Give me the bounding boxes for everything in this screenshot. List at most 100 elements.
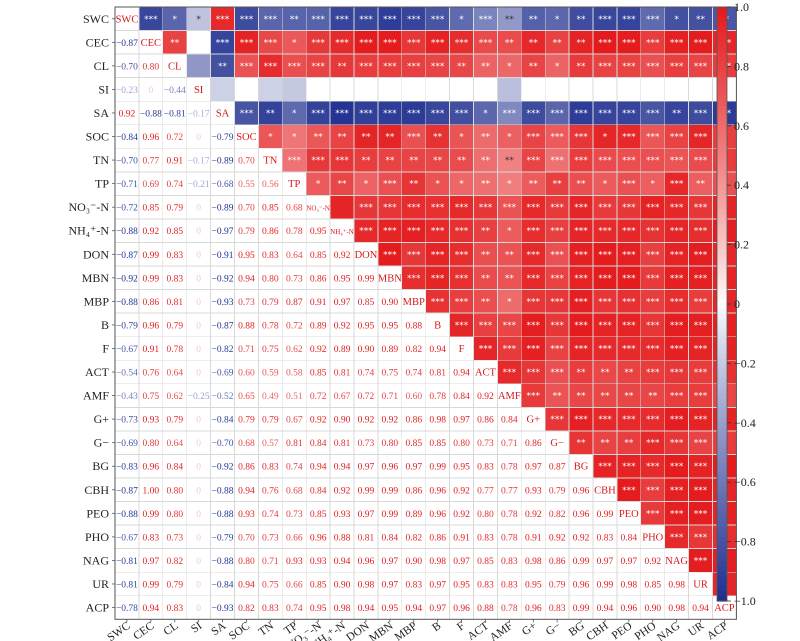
correlation-value: 0.75: [262, 580, 279, 590]
significance-label: ***: [574, 274, 588, 284]
row-tick-label: B: [101, 318, 109, 332]
correlation-value: 0.66: [286, 580, 303, 590]
correlation-value: 0.80: [382, 439, 399, 449]
significance-label: ***: [598, 38, 612, 48]
correlation-value: 0.88: [334, 533, 351, 543]
significance-label: *: [292, 38, 297, 48]
correlation-value: 0.78: [501, 510, 518, 520]
significance-label: ***: [359, 227, 373, 237]
correlation-value: 0.83: [166, 604, 183, 614]
significance-label: ***: [527, 392, 541, 402]
correlation-value: 0.92: [143, 227, 160, 237]
correlation-value: −0.93: [212, 604, 234, 614]
diagonal-label: ACT: [475, 368, 497, 379]
column-tick-label: MBN: [367, 620, 396, 641]
correlation-value: 0.65: [238, 392, 255, 402]
significance-label: ***: [670, 297, 684, 307]
correlation-value: 0: [196, 251, 201, 261]
colorbar-segment: [717, 452, 727, 459]
significance-label: ***: [646, 274, 660, 284]
colorbar-tick-label: −0.4: [734, 416, 756, 430]
colorbar-segment: [717, 393, 727, 399]
significance-label: ***: [527, 203, 541, 213]
colorbar-tick-label: 0.4: [734, 178, 749, 192]
significance-label: **: [170, 38, 180, 48]
correlation-value: −0.72: [116, 204, 138, 214]
significance-label: ***: [598, 227, 612, 237]
correlation-value: 0.92: [310, 416, 327, 426]
correlation-value: 0.85: [143, 204, 160, 214]
correlation-value: 0.92: [382, 416, 399, 426]
colorbar-segment: [717, 318, 727, 325]
correlation-value: 0.98: [668, 604, 685, 614]
significance-label: **: [505, 274, 515, 284]
diagonal-label: CEC: [141, 38, 161, 49]
colorbar-segment: [717, 259, 727, 265]
significance-label: **: [361, 156, 371, 166]
row-tick-label: DON: [83, 247, 109, 261]
colorbar-segment: [717, 170, 727, 176]
significance-label: ***: [670, 203, 684, 213]
diagonal-label: PHO: [642, 532, 663, 543]
colorbar-segment: [717, 447, 727, 454]
significance-label: *: [603, 180, 608, 190]
significance-label: ***: [455, 227, 469, 237]
correlation-value: 0.96: [382, 463, 399, 473]
colorbar-segment: [717, 383, 727, 389]
colorbar-segment: [717, 526, 727, 533]
colorbar-segment: [717, 551, 727, 558]
significance-label: **: [481, 297, 491, 307]
significance-label: **: [624, 392, 634, 402]
correlation-value: 0.95: [358, 321, 375, 331]
colorbar-segment: [717, 91, 727, 97]
significance-label: ***: [311, 62, 325, 72]
correlation-value: 0.86: [549, 557, 566, 567]
significance-label: ***: [670, 439, 684, 449]
diagonal-label: MBP: [403, 297, 425, 308]
heatmap-cell-upper: [616, 77, 642, 102]
significance-label: ***: [694, 368, 708, 378]
significance-label: ***: [527, 344, 541, 354]
colorbar-segment: [717, 363, 727, 369]
correlation-value: 0.95: [453, 463, 470, 473]
row-tick-label: PEO: [86, 506, 109, 520]
correlation-value: −0.43: [116, 392, 138, 402]
significance-label: ***: [359, 38, 373, 48]
colorbar-segment: [717, 407, 727, 414]
colorbar-segment: [717, 373, 727, 379]
correlation-value: −0.79: [116, 321, 138, 331]
significance-label: **: [624, 439, 634, 449]
colorbar-segment: [717, 398, 727, 404]
correlation-value: 0: [196, 486, 201, 496]
colorbar-tick-label: −0.6: [734, 475, 756, 489]
correlation-value: 0.80: [238, 557, 255, 567]
heatmap-cell-upper: [329, 194, 355, 220]
significance-label: ***: [527, 133, 541, 143]
significance-label: **: [529, 38, 539, 48]
significance-label: ***: [311, 38, 325, 48]
correlation-value: 0.86: [405, 486, 422, 496]
correlation-value: −0.88: [116, 227, 138, 237]
colorbar-tick-label: 1.0: [734, 0, 749, 14]
significance-label: *: [507, 133, 512, 143]
colorbar-segment: [717, 591, 727, 597]
significance-label: ***: [694, 462, 708, 472]
column-tick-label: CBH: [584, 620, 610, 641]
significance-label: **: [696, 180, 706, 190]
significance-label: ***: [598, 203, 612, 213]
correlation-value: 0.90: [334, 580, 351, 590]
heatmap-cell-upper: [592, 77, 618, 102]
colorbar-tick-label: 0.2: [734, 238, 749, 252]
column-tick-label: UR: [686, 620, 706, 639]
correlation-value: 0.84: [310, 486, 327, 496]
colorbar-segment: [717, 86, 727, 92]
correlation-value: 0.94: [143, 604, 160, 614]
colorbar-segment: [717, 96, 727, 102]
correlation-value: 0.57: [262, 439, 279, 449]
significance-label: ***: [646, 250, 660, 260]
significance-label: *: [603, 133, 608, 143]
colorbar-tick-label: 0: [734, 297, 740, 311]
correlation-value: 0.99: [429, 463, 446, 473]
